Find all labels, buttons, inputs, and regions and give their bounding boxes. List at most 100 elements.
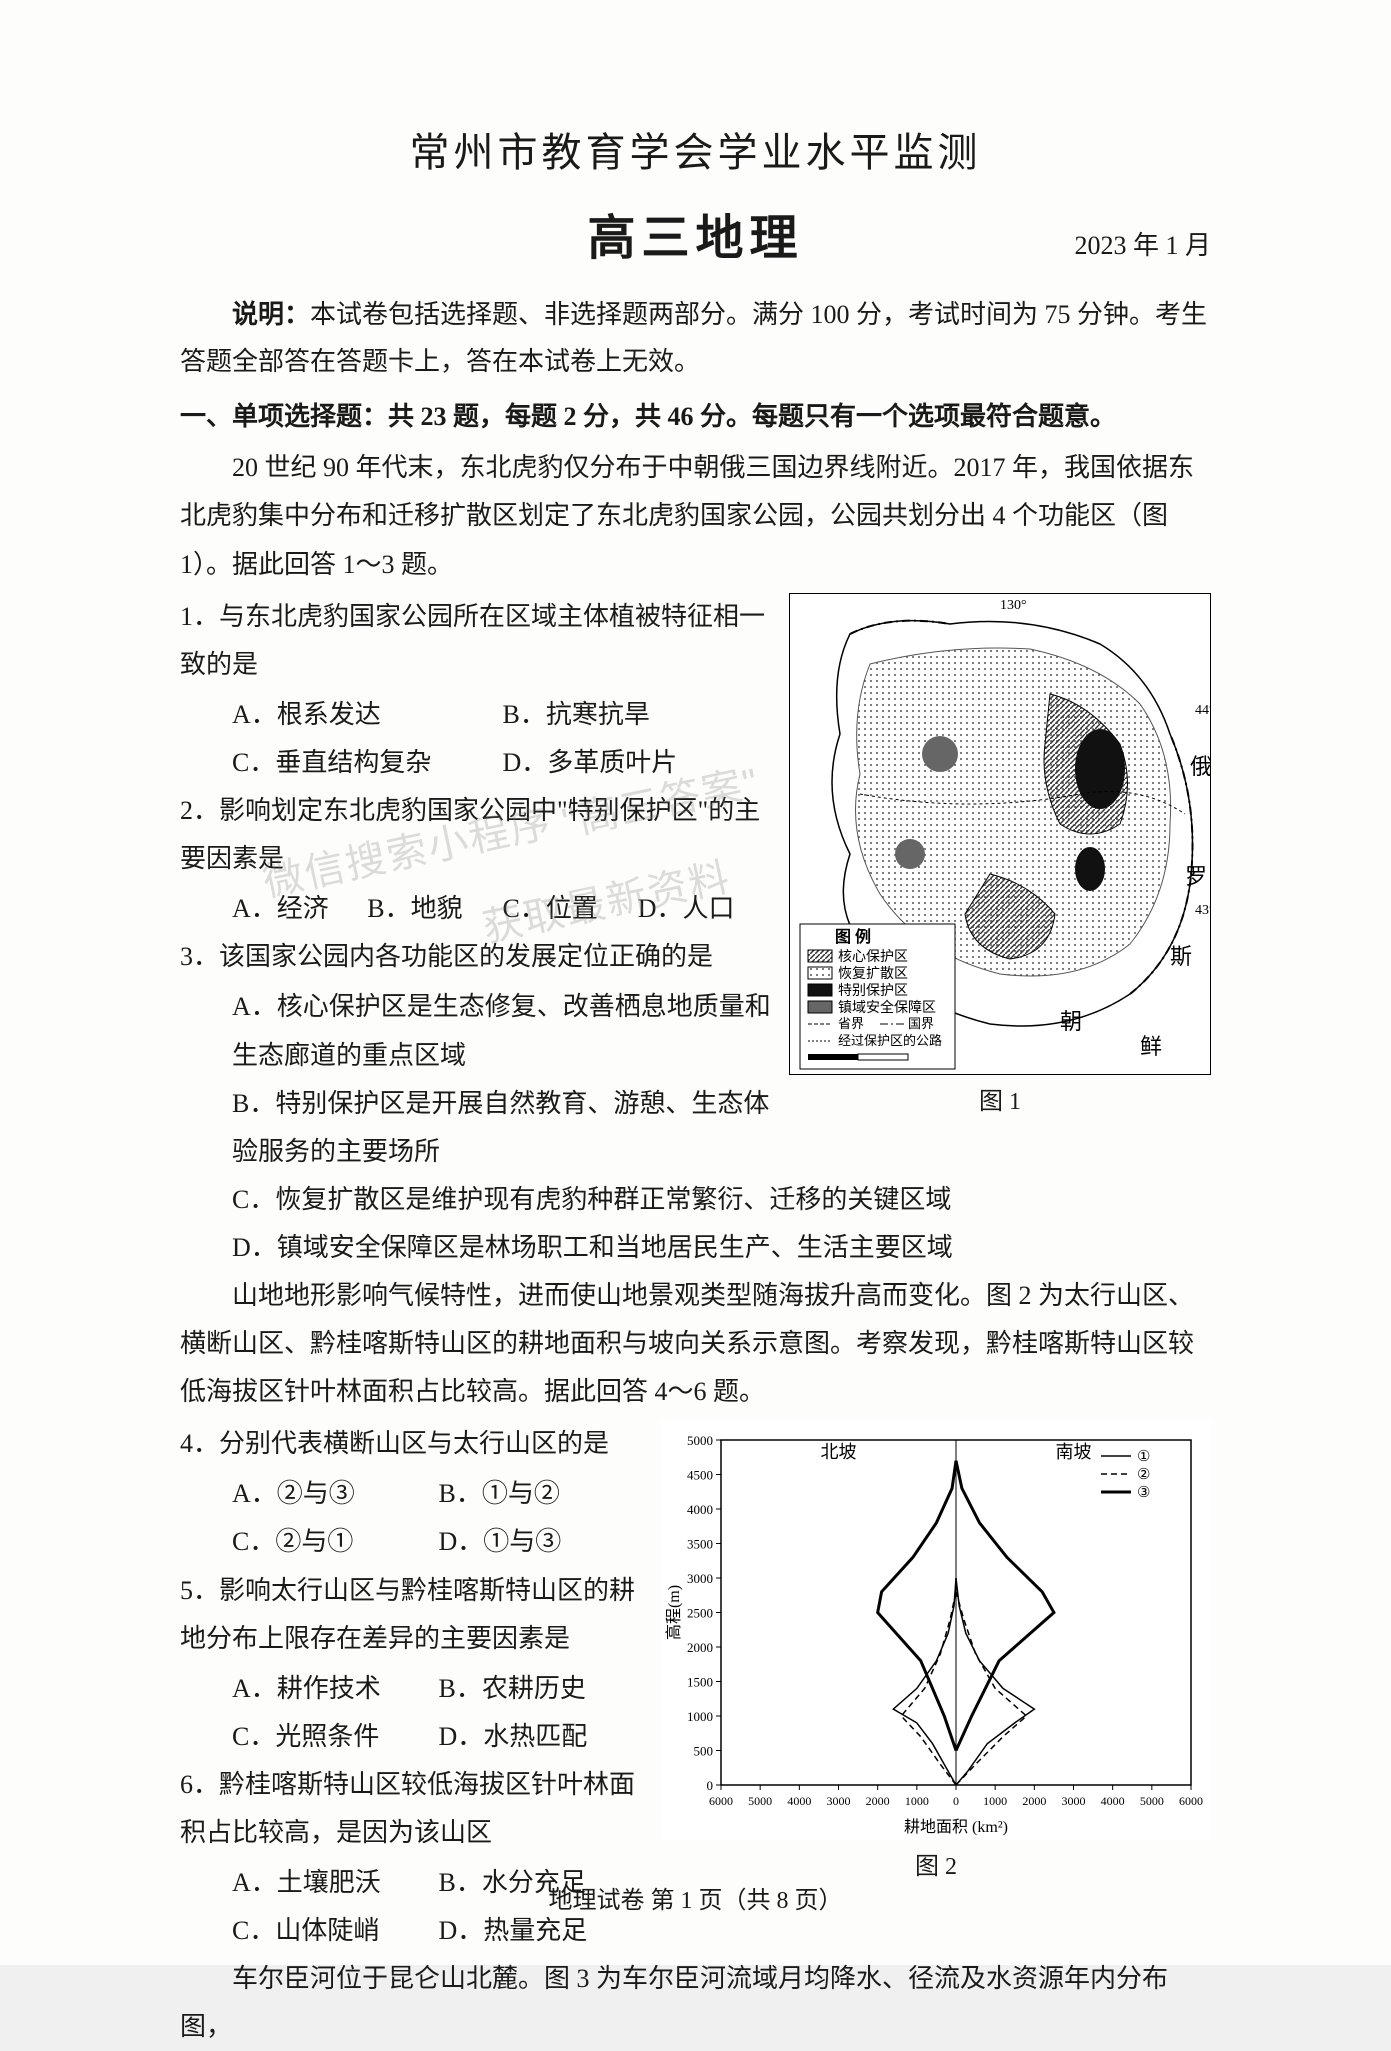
svg-text:5000: 5000 <box>1140 1794 1164 1808</box>
instructions-label: 说明： <box>232 300 310 329</box>
subtitle-row: 高三地理 2023 年 1 月 <box>180 198 1211 268</box>
svg-text:4000: 4000 <box>1101 1794 1125 1808</box>
legend-special: 特别保护区 <box>838 983 908 999</box>
passage-1: 20 世纪 90 年代末，东北虎豹仅分布于中朝俄三国边界线附近。2017 年，我… <box>180 444 1211 588</box>
lat1-label: 44° <box>1195 703 1211 718</box>
svg-text:耕地面积 (km²): 耕地面积 (km²) <box>904 1818 1008 1836</box>
q4-opt-b: B．①与② <box>439 1470 646 1518</box>
svg-text:6000: 6000 <box>709 1794 733 1808</box>
figure-1: 130° 44° 43° 俄 罗 斯 朝 鲜 图 例 核心保护区 恢复扩散区 特… <box>789 593 1211 1176</box>
svg-text:3000: 3000 <box>1062 1794 1086 1808</box>
svg-text:3000: 3000 <box>687 1571 713 1586</box>
block-1: 1．与东北虎豹国家公园所在区域主体植被特征相一致的是 A．根系发达 B．抗寒抗旱… <box>180 593 1211 1176</box>
q3-rest: C．恢复扩散区是维护现有虎豹种群正常繁衍、迁移的关键区域 D．镇域安全保障区是林… <box>180 1176 1211 1272</box>
exam-page: 常州市教育学会学业水平监测 高三地理 2023 年 1 月 说明：本试卷包括选择… <box>0 0 1391 1965</box>
q3-opt-d: D．镇域安全保障区是林场职工和当地居民生产、生活主要区域 <box>232 1224 1211 1272</box>
exam-date: 2023 年 1 月 <box>1074 225 1211 262</box>
q2-options: A．经济 B．地貌 C．位置 D．人口 <box>232 885 773 933</box>
legend-title: 图 例 <box>835 927 871 946</box>
fig1-caption: 图 1 <box>979 1081 1021 1116</box>
q2-opt-b: B．地貌 <box>367 885 502 933</box>
lon-label: 130° <box>1000 598 1027 613</box>
q5-opt-a: A．耕作技术 <box>232 1665 439 1713</box>
svg-text:4000: 4000 <box>687 1502 713 1517</box>
map-figure: 130° 44° 43° 俄 罗 斯 朝 鲜 图 例 核心保护区 恢复扩散区 特… <box>789 593 1211 1075</box>
instructions-text: 本试卷包括选择题、非选择题两部分。满分 100 分，考试时间为 75 分钟。考生… <box>180 300 1207 376</box>
q4-options: A．②与③ B．①与② C．②与① D．①与③ <box>232 1470 645 1566</box>
questions-4-6: 4．分别代表横断山区与太行山区的是 A．②与③ B．①与② C．②与① D．①与… <box>180 1420 645 1955</box>
svg-text:0: 0 <box>707 1778 714 1793</box>
legend-prov: 省界 <box>838 1016 864 1031</box>
instructions: 说明：本试卷包括选择题、非选择题两部分。满分 100 分，考试时间为 75 分钟… <box>180 292 1211 386</box>
q3-stem: 3．该国家公园内各功能区的发展定位正确的是 <box>180 933 773 981</box>
fig2-caption: 图 2 <box>915 1846 957 1881</box>
svg-text:3000: 3000 <box>827 1794 851 1808</box>
svg-text:北坡: 北坡 <box>821 1442 857 1462</box>
q2-opt-a: A．经济 <box>232 885 367 933</box>
legend-town: 镇域安全保障区 <box>838 999 936 1016</box>
svg-text:②: ② <box>1137 1467 1150 1483</box>
lat2-label: 43° <box>1195 903 1211 918</box>
legend-road: 经过保护区的公路 <box>838 1033 942 1048</box>
svg-text:6000: 6000 <box>1179 1794 1203 1808</box>
russia-label: 俄 <box>1190 754 1211 779</box>
q3-opt-a: A．核心保护区是生态修复、改善栖息地质量和生态廊道的重点区域 <box>232 983 773 1079</box>
svg-text:高程(m): 高程(m) <box>665 1585 683 1640</box>
q1-opt-d: D．多革质叶片 <box>503 739 774 787</box>
q2-stem: 2．影响划定东北虎豹国家公园中"特别保护区"的主要因素是 <box>180 787 773 883</box>
si-label: 斯 <box>1170 944 1192 969</box>
svg-text:③: ③ <box>1137 1485 1150 1501</box>
svg-text:1000: 1000 <box>687 1709 713 1724</box>
page-footer: 地理试卷 第 1 页（共 8 页） <box>0 1880 1391 1915</box>
q3-options: A．核心保护区是生态修复、改善栖息地质量和生态廊道的重点区域 B．特别保护区是开… <box>232 983 773 1175</box>
svg-text:5000: 5000 <box>687 1433 713 1448</box>
q4-opt-c: C．②与① <box>232 1518 439 1566</box>
legend-recovery: 恢复扩散区 <box>838 965 908 982</box>
q1-stem: 1．与东北虎豹国家公园所在区域主体植被特征相一致的是 <box>180 593 773 689</box>
q4-opt-d: D．①与③ <box>439 1518 646 1566</box>
svg-text:4000: 4000 <box>787 1794 811 1808</box>
q3-opt-c: C．恢复扩散区是维护现有虎豹种群正常繁衍、迁移的关键区域 <box>232 1176 1211 1224</box>
figure-2: 0500100015002000250030003500400045005000… <box>661 1420 1211 1955</box>
q1-options: A．根系发达 B．抗寒抗旱 C．垂直结构复杂 D．多革质叶片 <box>232 691 773 787</box>
q5-opt-d: D．水热匹配 <box>439 1713 646 1761</box>
q1-opt-a: A．根系发达 <box>232 691 503 739</box>
svg-text:南坡: 南坡 <box>1056 1442 1092 1462</box>
questions-1-3: 1．与东北虎豹国家公园所在区域主体植被特征相一致的是 A．根系发达 B．抗寒抗旱… <box>180 593 773 1176</box>
xian-label: 鲜 <box>1140 1034 1162 1059</box>
block-2: 4．分别代表横断山区与太行山区的是 A．②与③ B．①与② C．②与① D．①与… <box>180 1420 1211 1955</box>
svg-text:1000: 1000 <box>983 1794 1007 1808</box>
svg-text:2000: 2000 <box>1022 1794 1046 1808</box>
legend-core: 核心保护区 <box>838 949 908 965</box>
svg-text:3500: 3500 <box>687 1537 713 1552</box>
svg-text:500: 500 <box>694 1744 714 1759</box>
svg-text:0: 0 <box>953 1794 959 1808</box>
section-1-header: 一、单项选择题：共 23 题，每题 2 分，共 46 分。每题只有一个选项最符合… <box>180 394 1211 441</box>
q6-stem: 6．黔桂喀斯特山区较低海拔区针叶林面积占比较高，是因为该山区 <box>180 1761 645 1857</box>
q5-options: A．耕作技术 B．农耕历史 C．光照条件 D．水热匹配 <box>232 1665 645 1761</box>
q4-opt-a: A．②与③ <box>232 1470 439 1518</box>
svg-text:2000: 2000 <box>866 1794 890 1808</box>
legend-nat: 国界 <box>908 1016 934 1031</box>
svg-text:①: ① <box>1137 1449 1150 1465</box>
passage-3: 车尔臣河位于昆仑山北麓。图 3 为车尔臣河流域月均降水、径流及水资源年内分布图， <box>180 1955 1211 2051</box>
q4-stem: 4．分别代表横断山区与太行山区的是 <box>180 1420 645 1468</box>
passage-2: 山地地形影响气候特性，进而使山地景观类型随海拔升高而变化。图 2 为太行山区、横… <box>180 1272 1211 1416</box>
svg-text:1500: 1500 <box>687 1675 713 1690</box>
q2-opt-c: C．位置 <box>503 885 638 933</box>
q3-opt-b: B．特别保护区是开展自然教育、游憩、生态体验服务的主要场所 <box>232 1080 773 1176</box>
q1-opt-b: B．抗寒抗旱 <box>503 691 774 739</box>
svg-text:5000: 5000 <box>748 1794 772 1808</box>
q5-opt-c: C．光照条件 <box>232 1713 439 1761</box>
page-title: 常州市教育学会学业水平监测 <box>180 120 1211 178</box>
svg-text:1000: 1000 <box>905 1794 929 1808</box>
q5-stem: 5．影响太行山区与黔桂喀斯特山区的耕地分布上限存在差异的主要因素是 <box>180 1567 645 1663</box>
svg-text:4500: 4500 <box>687 1468 713 1483</box>
subtitle: 高三地理 <box>587 198 803 268</box>
chart-figure: 0500100015002000250030003500400045005000… <box>661 1420 1211 1840</box>
luo-label: 罗 <box>1185 864 1207 889</box>
q5-opt-b: B．农耕历史 <box>439 1665 646 1713</box>
q1-opt-c: C．垂直结构复杂 <box>232 739 503 787</box>
q2-opt-d: D．人口 <box>638 885 773 933</box>
svg-text:2000: 2000 <box>687 1640 713 1655</box>
